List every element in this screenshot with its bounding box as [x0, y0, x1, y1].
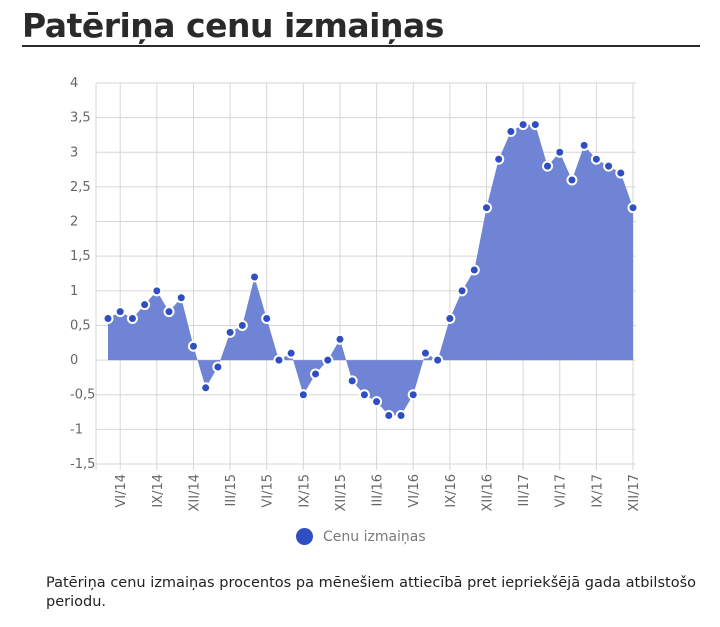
data-point[interactable]: [163, 306, 175, 318]
x-tick-label: IX/16: [444, 474, 459, 508]
legend-marker-icon: [296, 528, 313, 545]
y-axis-ticks: 4 3,5 3 2,5 2 1,5 1 0,5 0 -0,5 -1 -1,5: [70, 76, 95, 472]
data-point[interactable]: [371, 396, 383, 408]
y-tick-label: 1,5: [70, 249, 91, 264]
y-tick-label: -1: [70, 422, 83, 437]
x-tick-label: VI/14: [114, 474, 129, 508]
data-point[interactable]: [444, 313, 456, 325]
data-point[interactable]: [310, 368, 322, 380]
price-change-chart: 4 3,5 3 2,5 2 1,5 1 0,5 0 -0,5 -1 -1,5 VI/14 IX/14 XI…: [70, 76, 642, 512]
data-point[interactable]: [627, 202, 639, 214]
x-tick-label: XII/16: [480, 474, 495, 512]
legend-label: Cenu izmaiņas: [323, 528, 426, 545]
data-point[interactable]: [578, 139, 590, 151]
data-point[interactable]: [236, 319, 248, 331]
data-point[interactable]: [249, 271, 261, 283]
data-point[interactable]: [505, 125, 517, 137]
data-point[interactable]: [358, 389, 370, 401]
data-point[interactable]: [151, 285, 163, 297]
x-tick-label: VI/15: [261, 474, 276, 508]
series-points: [102, 119, 639, 422]
data-point[interactable]: [517, 119, 529, 131]
y-tick-label: 2,5: [70, 180, 91, 195]
x-tick-label: IX/15: [297, 474, 312, 508]
data-point[interactable]: [139, 299, 151, 311]
title-underline: [22, 45, 700, 47]
data-point[interactable]: [456, 285, 468, 297]
x-tick-label: VI/16: [407, 474, 422, 508]
data-point[interactable]: [554, 146, 566, 158]
data-point[interactable]: [529, 119, 541, 131]
data-point[interactable]: [468, 264, 480, 276]
data-point[interactable]: [432, 354, 444, 366]
data-point[interactable]: [200, 382, 212, 394]
x-tick-label: IX/17: [590, 474, 605, 508]
y-tick-label: 1: [70, 284, 78, 299]
x-tick-label: III/17: [517, 474, 532, 506]
data-point[interactable]: [273, 354, 285, 366]
x-axis-ticks: VI/14 IX/14 XII/14 III/15 VI/15 IX/15 XII/15 II…: [114, 474, 642, 512]
x-tick-label: XII/17: [627, 474, 642, 512]
data-point[interactable]: [126, 313, 138, 325]
y-tick-label: 2: [70, 215, 78, 230]
x-tick-label: XII/14: [187, 474, 202, 512]
data-point[interactable]: [590, 153, 602, 165]
data-point[interactable]: [297, 389, 309, 401]
data-point[interactable]: [383, 410, 395, 422]
data-point[interactable]: [175, 292, 187, 304]
data-point[interactable]: [114, 306, 126, 318]
y-tick-label: 0: [70, 353, 78, 368]
data-point[interactable]: [407, 389, 419, 401]
data-point[interactable]: [419, 347, 431, 359]
y-tick-label: 3,5: [70, 111, 91, 126]
data-point[interactable]: [566, 174, 578, 186]
data-point[interactable]: [224, 326, 236, 338]
x-tick-label: III/16: [371, 474, 386, 506]
y-tick-label: -1,5: [70, 457, 95, 472]
data-point[interactable]: [615, 167, 627, 179]
y-tick-label: 3: [70, 145, 78, 160]
x-tick-label: VI/17: [554, 474, 569, 508]
x-tick-label: XII/15: [334, 474, 349, 512]
data-point[interactable]: [542, 160, 554, 172]
chart-caption: Patēriņa cenu izmaiņas procentos pa mēne…: [46, 575, 696, 610]
data-point[interactable]: [395, 410, 407, 422]
y-tick-label: 0,5: [70, 318, 91, 333]
data-point[interactable]: [493, 153, 505, 165]
x-tick-label: IX/14: [151, 474, 166, 508]
page-title: Patēriņa cenu izmaiņas: [22, 6, 444, 45]
data-point[interactable]: [261, 313, 273, 325]
y-tick-label: 4: [70, 76, 78, 91]
data-point[interactable]: [285, 347, 297, 359]
data-point[interactable]: [346, 375, 358, 387]
data-point[interactable]: [322, 354, 334, 366]
data-point[interactable]: [102, 313, 114, 325]
legend[interactable]: Cenu izmaiņas: [296, 528, 426, 545]
x-tick-label: III/15: [224, 474, 239, 506]
series-area: [108, 124, 633, 416]
data-point[interactable]: [603, 160, 615, 172]
y-tick-label: -0,5: [70, 388, 95, 403]
data-point[interactable]: [480, 202, 492, 214]
data-point[interactable]: [334, 333, 346, 345]
data-point[interactable]: [212, 361, 224, 373]
data-point[interactable]: [187, 340, 199, 352]
